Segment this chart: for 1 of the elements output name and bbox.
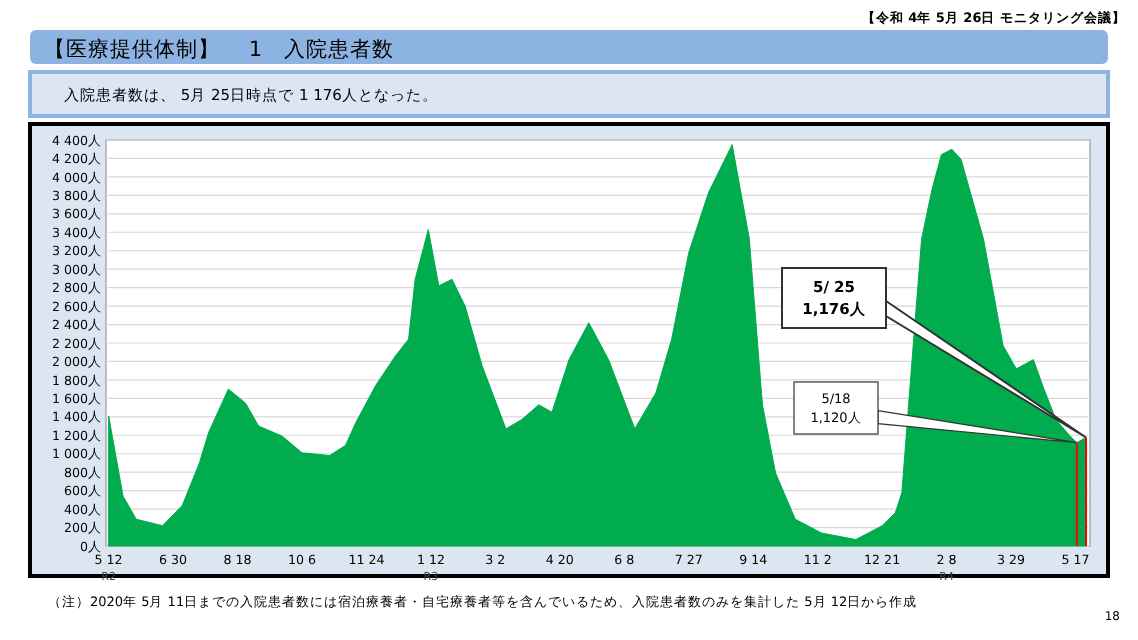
chart-title: 【医療提供体制】 1 入院患者数: [44, 36, 395, 62]
